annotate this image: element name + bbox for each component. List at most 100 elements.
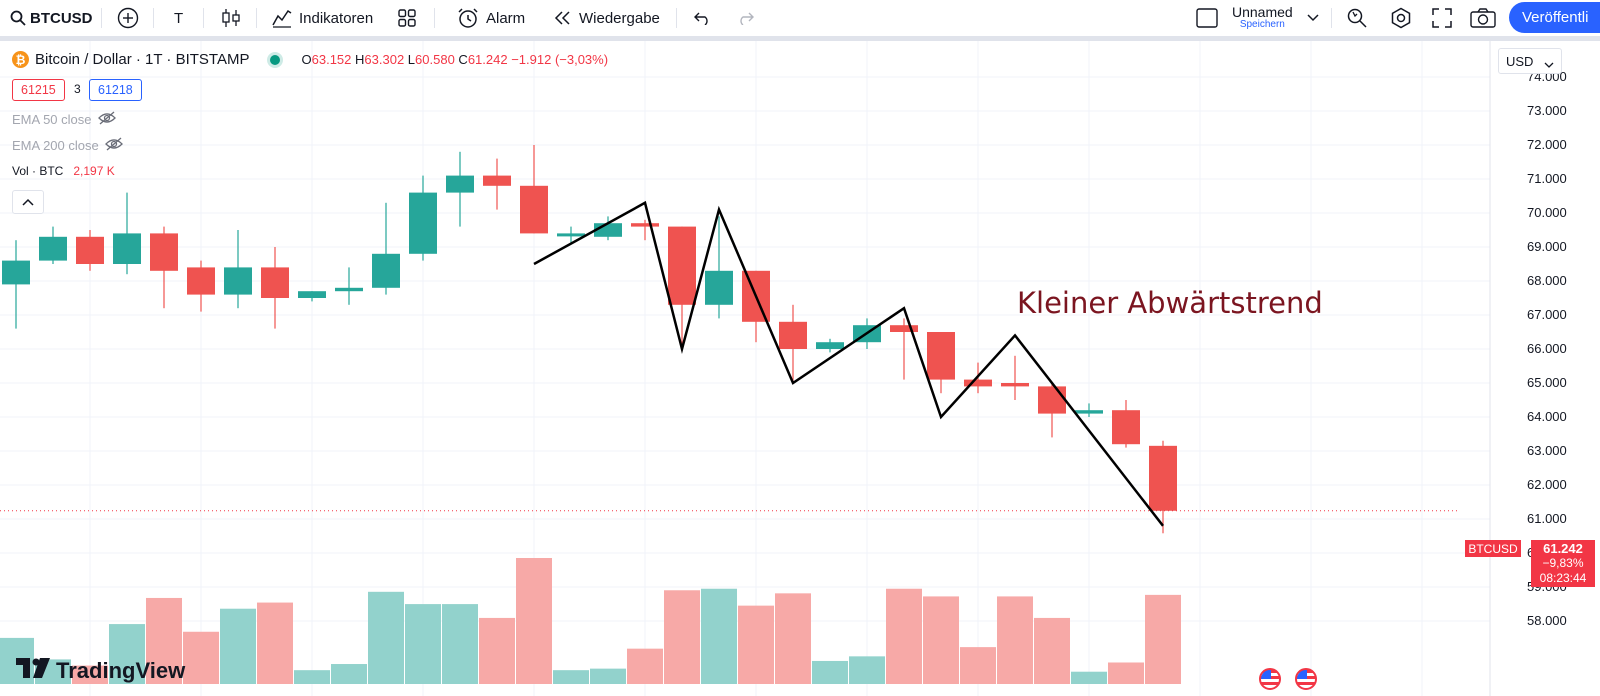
volume-bar: [923, 596, 959, 684]
interval-label: T: [174, 9, 184, 27]
high-label: H: [355, 52, 365, 67]
tradingview-logo[interactable]: TradingView: [16, 658, 185, 684]
undo-icon: [694, 11, 712, 25]
ema200-legend[interactable]: EMA 200 close: [12, 137, 123, 154]
candle-body: [779, 321, 807, 349]
search-icon: [10, 10, 26, 26]
candle-body: [113, 233, 141, 264]
templates-button[interactable]: [397, 0, 417, 36]
candle-body: [557, 233, 585, 237]
candle-body: [224, 267, 252, 295]
volume-bar: [220, 608, 256, 684]
low-label: L: [407, 52, 416, 67]
layout-name[interactable]: Unnamed Speichern: [1232, 0, 1293, 36]
buy-price-button[interactable]: 61218: [89, 79, 142, 101]
price-tick-label: 66.000: [1527, 341, 1567, 356]
replay-label: Wiedergabe: [579, 9, 660, 27]
price-tick-label: 68.000: [1527, 273, 1567, 288]
volume-label: Vol · BTC: [12, 164, 64, 178]
chart-pane[interactable]: 58.00059.00060.00061.00062.00063.00064.0…: [0, 41, 1600, 696]
currency-select[interactable]: USD: [1498, 48, 1562, 74]
brand-label: TradingView: [56, 658, 186, 683]
toolbar-divider: [101, 8, 102, 28]
candle-body: [446, 175, 474, 193]
eye-off-icon[interactable]: [104, 137, 123, 154]
interval-button[interactable]: T: [174, 0, 183, 36]
layout-button[interactable]: [1196, 0, 1218, 36]
symbol-search[interactable]: BTCUSD: [10, 0, 93, 36]
volume-bar: [479, 617, 515, 684]
volume-bar: [960, 647, 996, 684]
compare-button[interactable]: [117, 0, 139, 36]
candle-body: [298, 291, 326, 298]
eye-off-icon[interactable]: [97, 111, 116, 128]
top-toolbar: BTCUSD T Indikatoren Alarm Wiedergabe Un…: [0, 0, 1600, 41]
alarm-button[interactable]: Alarm: [457, 0, 525, 36]
publish-button[interactable]: Veröffentli: [1509, 2, 1600, 33]
tradingview-icon: [16, 658, 50, 684]
volume-bar: [1145, 594, 1181, 684]
camera-icon: [1470, 8, 1496, 28]
toolbar-divider: [676, 8, 677, 28]
chart-type-button[interactable]: [221, 0, 241, 36]
volume-bar: [812, 660, 848, 684]
ema50-label: EMA 50 close: [12, 112, 92, 127]
candle-body: [1038, 386, 1066, 414]
candle-body: [816, 342, 844, 349]
volume-bar: [886, 588, 922, 684]
collapse-legend-button[interactable]: [12, 190, 44, 214]
annotation-text[interactable]: Kleiner Abwärtstrend: [1017, 286, 1323, 320]
market-open-icon: [269, 54, 280, 65]
alarm-label: Alarm: [486, 9, 526, 27]
volume-bar: [109, 624, 145, 684]
volume-legend[interactable]: Vol · BTC 2,197 K: [12, 164, 115, 178]
ema50-legend[interactable]: EMA 50 close: [12, 111, 116, 128]
layout-dropdown[interactable]: [1307, 0, 1319, 36]
volume-bar: [183, 631, 219, 684]
candles: [2, 145, 1177, 534]
volume-bars: [0, 558, 1181, 684]
fullscreen-button[interactable]: [1432, 0, 1452, 36]
candle-body: [1075, 410, 1103, 414]
candle-body: [964, 379, 992, 387]
quick-search-button[interactable]: [1346, 0, 1368, 36]
toolbar-divider: [1331, 8, 1332, 28]
price-tick-label: 62.000: [1527, 477, 1567, 492]
price-chart[interactable]: 58.00059.00060.00061.00062.00063.00064.0…: [0, 41, 1600, 696]
toolbar-divider: [256, 8, 257, 28]
trendline: [533, 200, 1164, 527]
price-tick-label: 73.000: [1527, 103, 1567, 118]
volume-bar: [72, 665, 108, 684]
price-tick-label: 65.000: [1527, 375, 1567, 390]
publish-label: Veröffentli: [1522, 9, 1589, 26]
indicators-button[interactable]: Indikatoren: [271, 0, 373, 36]
plus-circle-icon: [117, 7, 139, 29]
last-price: 61.242: [1543, 541, 1583, 556]
indicators-icon: [271, 7, 293, 29]
close-value: 61.242: [467, 52, 508, 67]
volume-bar: [1034, 617, 1070, 684]
volume-bar: [516, 558, 552, 684]
sell-price-button[interactable]: 61215: [12, 79, 65, 101]
fullscreen-icon: [1432, 8, 1452, 28]
redo-button[interactable]: [736, 0, 754, 36]
change-value: −1.912 (−3,03%): [511, 52, 609, 67]
alarm-icon: [457, 7, 479, 29]
undo-button[interactable]: [694, 0, 712, 36]
volume-bar: [294, 670, 330, 684]
flag-us-icon[interactable]: [1259, 668, 1281, 690]
replay-button[interactable]: Wiedergabe: [553, 0, 660, 36]
layout-name-label: Unnamed: [1232, 4, 1293, 21]
volume-bar: [664, 590, 700, 684]
candle-body: [1149, 445, 1177, 511]
toolbar-divider: [203, 8, 204, 28]
settings-button[interactable]: [1390, 0, 1412, 36]
candle-body: [927, 332, 955, 380]
snapshot-button[interactable]: [1470, 0, 1496, 36]
price-tick-label: 58.000: [1527, 613, 1567, 628]
symbol-title[interactable]: Bitcoin / Dollar · 1T · BITSTAMP: [35, 51, 250, 68]
candle-body: [39, 236, 67, 261]
flag-us-icon[interactable]: [1295, 668, 1317, 690]
indicators-label: Indikatoren: [299, 9, 374, 27]
volume-bar: [257, 602, 293, 684]
